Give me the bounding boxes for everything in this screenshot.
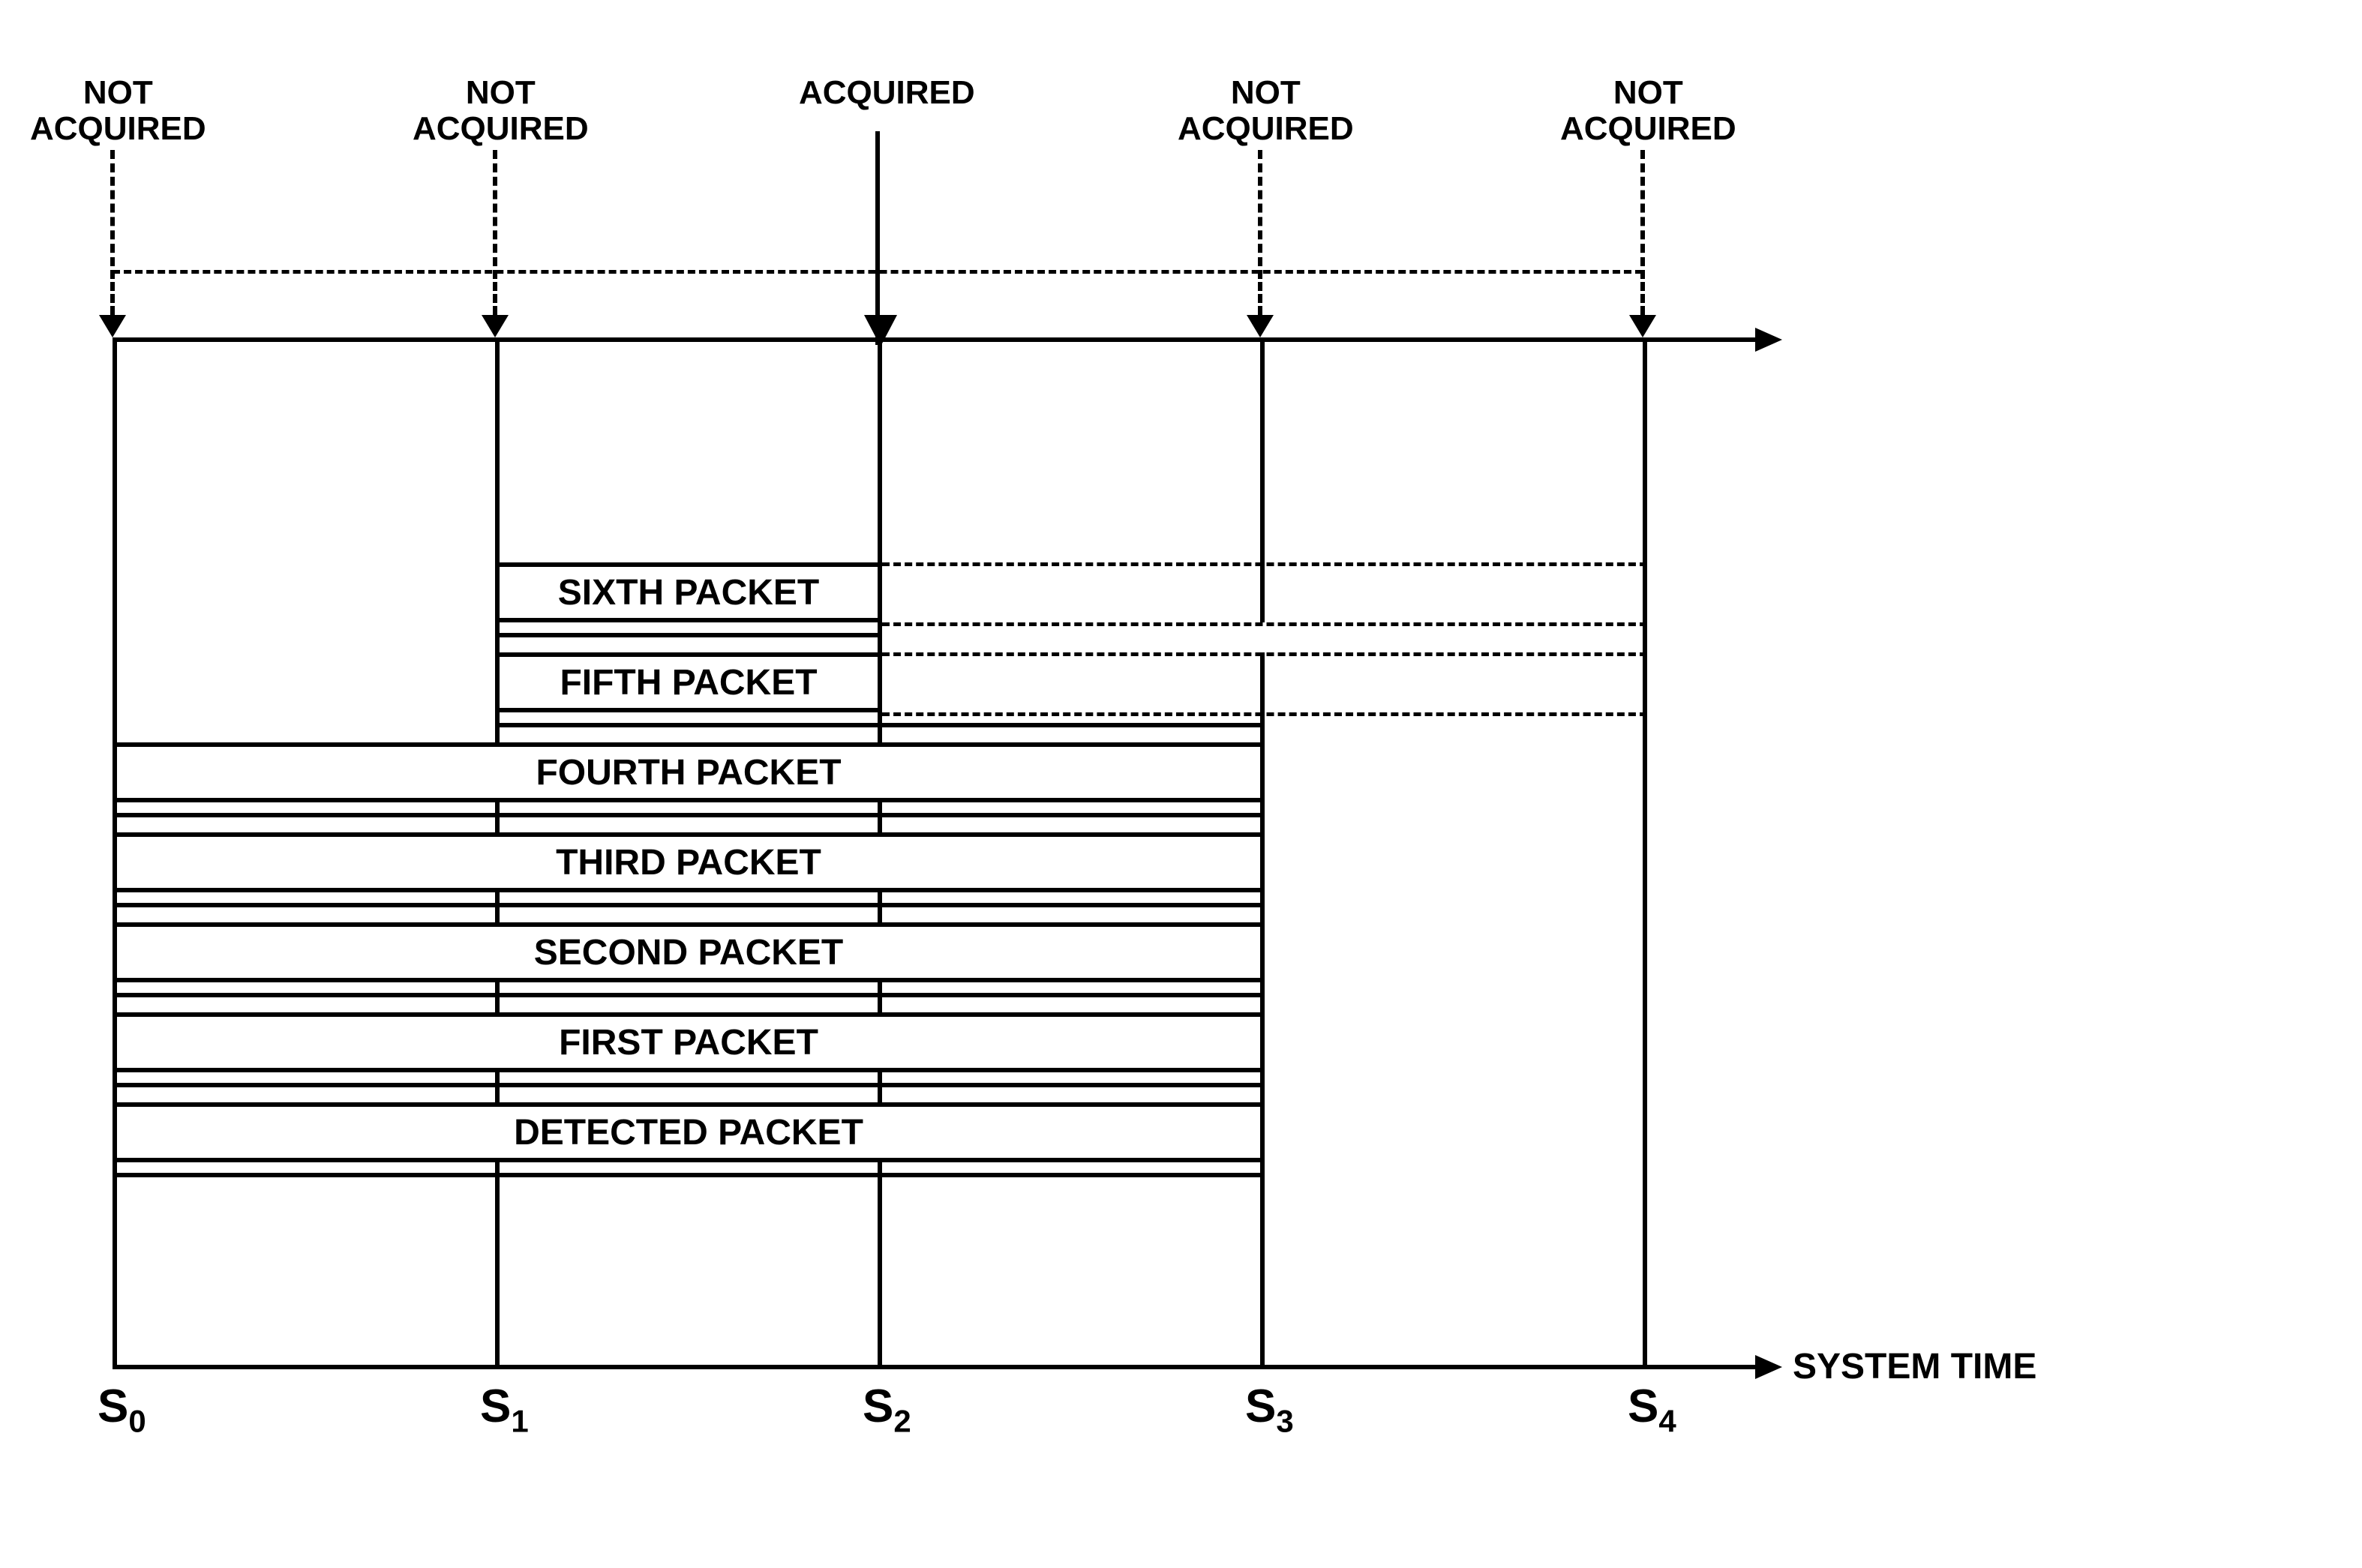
packet-2-tick2 [878,984,882,997]
tick-label-4: S4 [1628,1380,1676,1439]
status-label-2: ACQUIRED [799,75,975,111]
status-label-1: NOT ACQUIRED [413,75,589,148]
timing-diagram: NOT ACQUIRED NOT ACQUIRED ACQUIRED NOT A… [113,75,2213,1500]
packet-2-box: SECOND PACKET [113,922,1265,982]
arrowhead-1 [482,315,509,337]
packet-6-sep [495,624,882,637]
packet-3-tick2 [878,894,882,907]
vline-3-upper [1260,337,1265,562]
dashed-connector [113,270,1643,274]
packet-1-tick1 [495,1074,500,1087]
packet-5-box: FIFTH PACKET [495,652,882,712]
packet-5-sep [495,714,1265,727]
packet-2-tick1 [495,984,500,997]
packet-0-tick1 [495,1164,500,1177]
packet-4-label: FOURTH PACKET [536,752,841,793]
status-label-4: NOT ACQUIRED [1560,75,1736,148]
packet-4-box: FOURTH PACKET [113,742,1265,802]
arrow-4b [1640,270,1645,315]
packet-4-tick1 [495,804,500,817]
tick-label-0: S0 [98,1380,146,1439]
status-label-0: NOT ACQUIRED [30,75,206,148]
packet-0-sep [113,1164,1265,1177]
arrow-4 [1640,150,1645,266]
arrowhead-0 [99,315,126,337]
status-label-3: NOT ACQUIRED [1178,75,1354,148]
packet-2-sep [113,984,1265,997]
packet-1-sep [113,1074,1265,1087]
tick-label-2: S2 [863,1380,911,1439]
packet-4-sep [113,804,1265,817]
packet-0-label: DETECTED PACKET [514,1112,863,1153]
packet-0-tick2 [878,1164,882,1177]
packet-5-dash-top [882,652,1647,656]
packet-3-tick1 [495,894,500,907]
packet-1-label: FIRST PACKET [559,1022,818,1063]
axis-label: SYSTEM TIME [1793,1346,2036,1387]
arrow-1 [493,150,497,266]
arrow-3 [1258,150,1262,266]
arrow-0 [110,150,115,266]
top-axis [113,337,1763,342]
packet-6-box: SIXTH PACKET [495,562,882,622]
packet-1-tick2 [878,1074,882,1087]
packet-1-box: FIRST PACKET [113,1012,1265,1072]
vline-4 [1643,337,1647,1365]
bottom-axis [113,1365,1763,1369]
arrowhead-3 [1247,315,1274,337]
packet-6-label: SIXTH PACKET [558,572,819,613]
tick-label-1: S1 [480,1380,529,1439]
bottom-axis-arrow [1755,1355,1782,1379]
packet-2-label: SECOND PACKET [534,932,843,973]
tick-label-3: S3 [1245,1380,1294,1439]
packet-4-tick2 [878,804,882,817]
packet-6-dash-top [882,562,1647,566]
packet-3-label: THIRD PACKET [556,842,821,883]
arrow-0b [110,270,115,315]
arrow-2-solid [875,131,880,345]
packet-3-box: THIRD PACKET [113,832,1265,892]
packet-6-dash-bot [882,622,1647,626]
arrowhead-4 [1629,315,1656,337]
packet-3-sep [113,894,1265,907]
arrow-1b [493,270,497,315]
top-axis-arrow [1755,328,1782,352]
packet-0-box: DETECTED PACKET [113,1102,1265,1162]
packet-5-label: FIFTH PACKET [560,662,817,703]
arrow-3b [1258,270,1262,315]
packet-6-tick-s3 [1260,562,1265,622]
